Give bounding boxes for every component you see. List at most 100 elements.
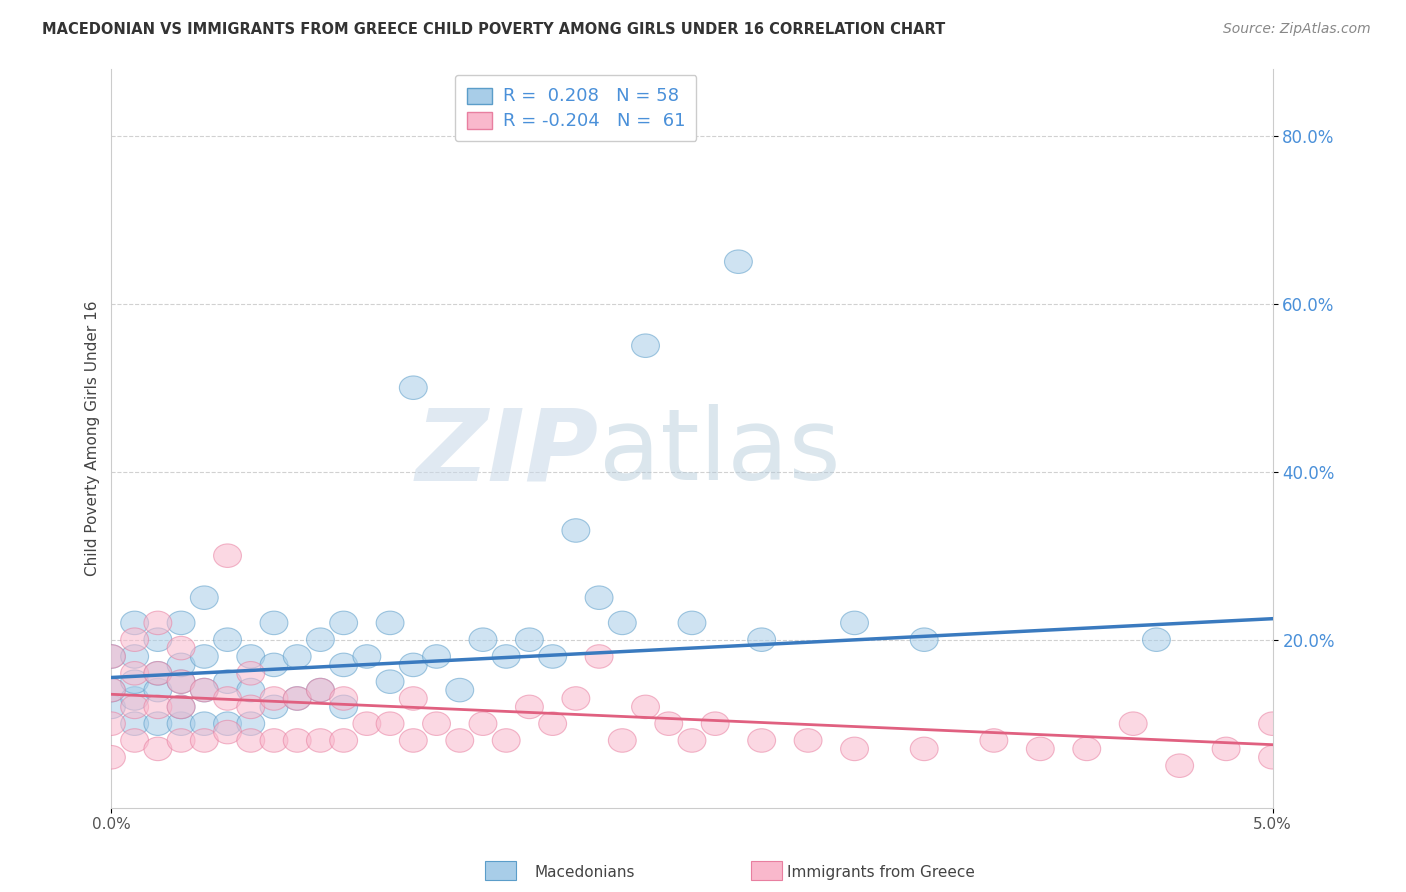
Ellipse shape — [329, 611, 357, 634]
Ellipse shape — [631, 695, 659, 719]
Ellipse shape — [585, 645, 613, 668]
Ellipse shape — [307, 678, 335, 702]
Ellipse shape — [724, 250, 752, 274]
Ellipse shape — [423, 645, 450, 668]
Ellipse shape — [516, 695, 543, 719]
Ellipse shape — [702, 712, 730, 735]
Ellipse shape — [167, 653, 195, 677]
Text: MACEDONIAN VS IMMIGRANTS FROM GREECE CHILD POVERTY AMONG GIRLS UNDER 16 CORRELAT: MACEDONIAN VS IMMIGRANTS FROM GREECE CHI… — [42, 22, 945, 37]
Ellipse shape — [167, 695, 195, 719]
Ellipse shape — [1143, 628, 1170, 651]
Ellipse shape — [748, 729, 776, 752]
Ellipse shape — [167, 670, 195, 693]
Ellipse shape — [167, 611, 195, 634]
Ellipse shape — [1258, 746, 1286, 769]
Ellipse shape — [121, 662, 149, 685]
Ellipse shape — [423, 712, 450, 735]
Ellipse shape — [470, 712, 496, 735]
Ellipse shape — [678, 611, 706, 634]
Ellipse shape — [236, 662, 264, 685]
Ellipse shape — [143, 678, 172, 702]
Ellipse shape — [353, 645, 381, 668]
Ellipse shape — [260, 729, 288, 752]
Ellipse shape — [121, 611, 149, 634]
Ellipse shape — [1119, 712, 1147, 735]
Ellipse shape — [97, 712, 125, 735]
Ellipse shape — [492, 729, 520, 752]
Ellipse shape — [214, 721, 242, 744]
Ellipse shape — [97, 645, 125, 668]
Text: Macedonians: Macedonians — [534, 865, 634, 880]
Ellipse shape — [585, 586, 613, 609]
Ellipse shape — [283, 687, 311, 710]
Ellipse shape — [794, 729, 823, 752]
Ellipse shape — [1026, 737, 1054, 761]
Ellipse shape — [609, 729, 637, 752]
Ellipse shape — [399, 687, 427, 710]
Ellipse shape — [236, 645, 264, 668]
Ellipse shape — [236, 729, 264, 752]
Ellipse shape — [446, 678, 474, 702]
Ellipse shape — [910, 628, 938, 651]
Ellipse shape — [190, 678, 218, 702]
Ellipse shape — [399, 376, 427, 400]
Ellipse shape — [143, 628, 172, 651]
Text: Immigrants from Greece: Immigrants from Greece — [787, 865, 976, 880]
Ellipse shape — [97, 746, 125, 769]
Ellipse shape — [214, 628, 242, 651]
Ellipse shape — [562, 519, 589, 542]
Ellipse shape — [97, 645, 125, 668]
Ellipse shape — [678, 729, 706, 752]
Legend: R =  0.208   N = 58, R = -0.204   N =  61: R = 0.208 N = 58, R = -0.204 N = 61 — [456, 76, 696, 141]
Ellipse shape — [143, 611, 172, 634]
Ellipse shape — [538, 712, 567, 735]
Ellipse shape — [329, 729, 357, 752]
Ellipse shape — [260, 695, 288, 719]
Ellipse shape — [190, 586, 218, 609]
Ellipse shape — [236, 678, 264, 702]
Ellipse shape — [1073, 737, 1101, 761]
Ellipse shape — [121, 645, 149, 668]
Ellipse shape — [307, 678, 335, 702]
Ellipse shape — [167, 636, 195, 660]
Ellipse shape — [260, 687, 288, 710]
Ellipse shape — [143, 662, 172, 685]
Ellipse shape — [283, 645, 311, 668]
Ellipse shape — [910, 737, 938, 761]
Ellipse shape — [562, 687, 589, 710]
Ellipse shape — [841, 611, 869, 634]
Ellipse shape — [329, 653, 357, 677]
Ellipse shape — [167, 670, 195, 693]
Ellipse shape — [516, 628, 543, 651]
Ellipse shape — [329, 695, 357, 719]
Ellipse shape — [980, 729, 1008, 752]
Ellipse shape — [121, 687, 149, 710]
Ellipse shape — [97, 678, 125, 702]
Ellipse shape — [329, 687, 357, 710]
Text: Source: ZipAtlas.com: Source: ZipAtlas.com — [1223, 22, 1371, 37]
Ellipse shape — [377, 712, 404, 735]
Text: ZIP: ZIP — [416, 404, 599, 501]
Ellipse shape — [631, 334, 659, 358]
Ellipse shape — [470, 628, 496, 651]
Ellipse shape — [399, 653, 427, 677]
Ellipse shape — [190, 729, 218, 752]
Ellipse shape — [283, 729, 311, 752]
Ellipse shape — [214, 544, 242, 567]
Ellipse shape — [307, 628, 335, 651]
Y-axis label: Child Poverty Among Girls Under 16: Child Poverty Among Girls Under 16 — [86, 301, 100, 576]
Ellipse shape — [353, 712, 381, 735]
Ellipse shape — [377, 611, 404, 634]
Ellipse shape — [121, 712, 149, 735]
Ellipse shape — [748, 628, 776, 651]
Text: atlas: atlas — [599, 404, 841, 501]
Ellipse shape — [190, 678, 218, 702]
Ellipse shape — [143, 737, 172, 761]
Ellipse shape — [655, 712, 683, 735]
Ellipse shape — [377, 670, 404, 693]
Ellipse shape — [236, 695, 264, 719]
Ellipse shape — [214, 687, 242, 710]
Ellipse shape — [167, 712, 195, 735]
Ellipse shape — [283, 687, 311, 710]
Ellipse shape — [307, 729, 335, 752]
